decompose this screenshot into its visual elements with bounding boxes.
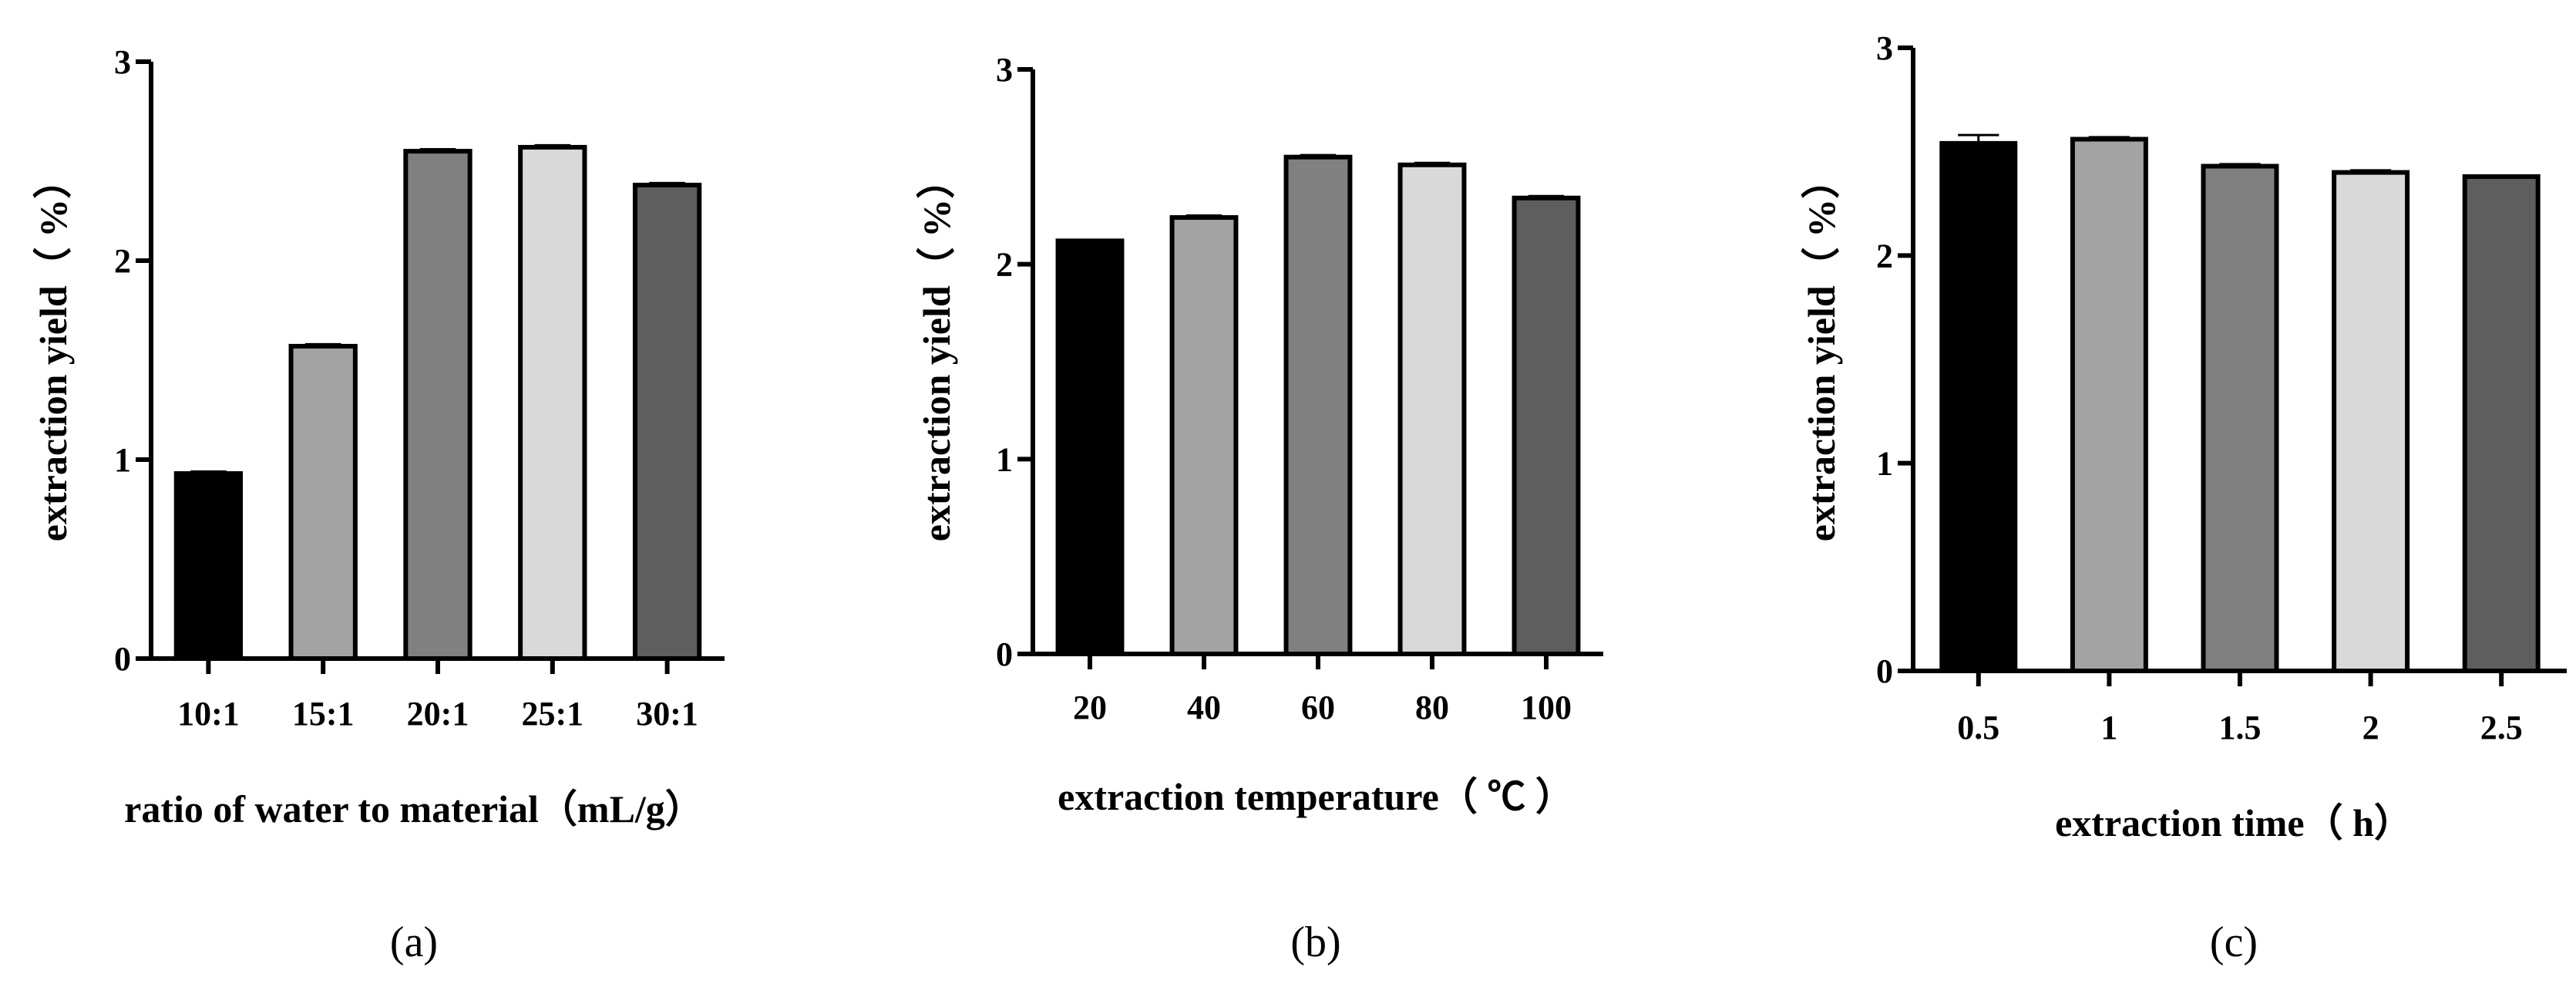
panel-b: extraction yield（ %） extraction temperat… [915, 51, 1603, 966]
x-tick-label: 10:1 [177, 695, 240, 733]
x-tick-label: 40 [1187, 689, 1221, 726]
y-tick-label: 3 [114, 43, 131, 81]
bar [2201, 163, 2279, 673]
y-tick-label: 1 [996, 440, 1013, 478]
bar [403, 149, 472, 662]
x-tick-label: 20 [1073, 689, 1107, 726]
x-tick-label: 2 [2362, 709, 2379, 746]
bar [632, 182, 702, 661]
x-tick-label: 15:1 [292, 695, 355, 733]
x-tick-label: 80 [1415, 689, 1449, 726]
bar [1055, 238, 1125, 656]
panel-b-y-axis-title: extraction yield（ %） [915, 160, 958, 541]
bar [173, 471, 244, 661]
bar [2462, 174, 2541, 673]
bar [2332, 170, 2410, 674]
y-tick-label: 1 [114, 441, 131, 479]
x-tick-label: 100 [1521, 689, 1572, 726]
panel-c-label: (c) [2210, 918, 2258, 966]
panel-c-x-axis-title: extraction time（ h） [2055, 801, 2413, 844]
x-tick-label: 1.5 [2219, 709, 2262, 746]
x-tick-label: 20:1 [407, 695, 469, 733]
bar [288, 343, 358, 661]
bar [1169, 215, 1239, 656]
y-tick-label: 1 [1876, 445, 1893, 483]
y-tick-label: 2 [1876, 237, 1893, 275]
bar [518, 144, 587, 661]
panel-a-x-axis-title: ratio of water to material（mL/g） [124, 787, 704, 831]
x-tick-label: 60 [1301, 689, 1335, 726]
bar [1939, 140, 2018, 674]
panel-c-y-axis-title: extraction yield（ %） [1800, 160, 1843, 541]
panel-b-label: (b) [1290, 918, 1340, 966]
y-tick-label: 3 [996, 51, 1013, 89]
panel-b-x-axis-title: extraction temperature（ ℃ ） [1058, 775, 1574, 818]
bar [2070, 136, 2148, 674]
x-tick-label: 2.5 [2480, 709, 2523, 746]
panel-a: extraction yield（ %） ratio of water to m… [32, 43, 725, 966]
x-tick-label: 30:1 [636, 695, 698, 733]
x-tick-label: 0.5 [1957, 709, 1999, 746]
y-tick-label: 0 [114, 640, 131, 678]
x-tick-label: 1 [2100, 709, 2117, 746]
y-tick-label: 3 [1876, 29, 1893, 67]
y-tick-label: 2 [996, 246, 1013, 284]
y-tick-label: 0 [1876, 652, 1893, 690]
y-tick-label: 2 [114, 242, 131, 280]
x-tick-label: 25:1 [521, 695, 583, 733]
bar [1397, 162, 1467, 657]
panel-a-label: (a) [390, 918, 438, 966]
y-tick-label: 0 [996, 635, 1013, 673]
panel-a-y-axis-title: extraction yield（ %） [32, 160, 75, 541]
bar [1283, 154, 1353, 656]
panel-c: extraction yield（ %） extraction time（ h）… [1800, 29, 2567, 966]
bar [1512, 195, 1581, 656]
